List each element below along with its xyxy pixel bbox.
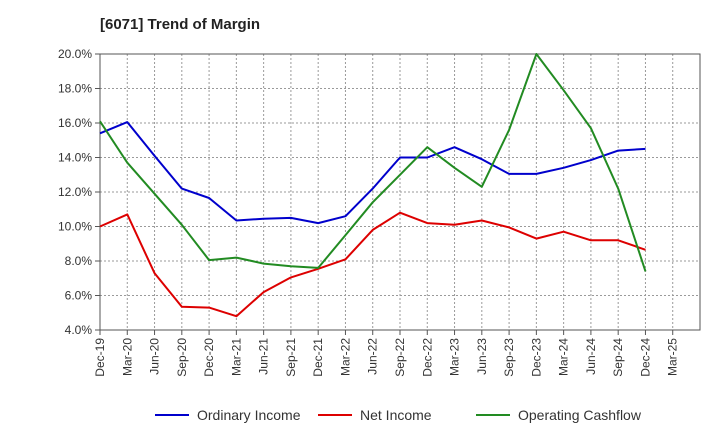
x-tick-label: Mar-24: [557, 338, 571, 376]
legend-label: Operating Cashflow: [518, 407, 642, 423]
x-tick-label: Dec-21: [311, 338, 325, 377]
x-tick-label: Sep-21: [284, 338, 298, 377]
y-tick-label: 18.0%: [58, 82, 92, 96]
y-tick-label: 20.0%: [58, 47, 92, 61]
x-tick-label: Sep-22: [393, 338, 407, 377]
y-tick-label: 16.0%: [58, 116, 92, 130]
y-tick-label: 10.0%: [58, 220, 92, 234]
x-tick-label: Sep-23: [502, 338, 516, 377]
x-tick-label: Mar-23: [448, 338, 462, 376]
x-tick-label: Sep-24: [611, 338, 625, 377]
plot-frame: [99, 53, 701, 331]
x-tick-label: Dec-23: [529, 338, 543, 377]
x-tick-label: Dec-24: [638, 338, 652, 377]
legend-label: Net Income: [360, 407, 432, 423]
x-tick-label: Jun-24: [584, 338, 598, 375]
x-tick-label: Mar-25: [666, 338, 680, 376]
series-line-operating-cashflow: [99, 53, 647, 272]
chart-title: [6071] Trend of Margin: [100, 16, 261, 33]
x-tick-label: Sep-20: [175, 338, 189, 377]
y-tick-label: 4.0%: [65, 323, 93, 337]
legend-label: Ordinary Income: [197, 407, 301, 423]
x-tick-label: Jun-21: [257, 338, 271, 375]
x-tick-label: Dec-22: [420, 338, 434, 377]
x-tick-label: Mar-21: [229, 338, 243, 376]
series-line-net-income: [99, 211, 646, 318]
y-tick-label: 12.0%: [58, 185, 92, 199]
x-tick-label: Dec-19: [93, 338, 107, 377]
y-tick-label: 8.0%: [65, 254, 93, 268]
y-tick-label: 14.0%: [58, 151, 92, 165]
x-tick-label: Mar-22: [338, 338, 352, 376]
series-line-ordinary-income: [99, 121, 646, 225]
x-tick-label: Dec-20: [202, 338, 216, 377]
y-tick-label: 6.0%: [65, 289, 93, 303]
x-tick-label: Jun-20: [148, 338, 162, 375]
x-tick-label: Jun-22: [366, 338, 380, 375]
x-tick-label: Mar-20: [120, 338, 134, 376]
x-tick-label: Jun-23: [475, 338, 489, 375]
